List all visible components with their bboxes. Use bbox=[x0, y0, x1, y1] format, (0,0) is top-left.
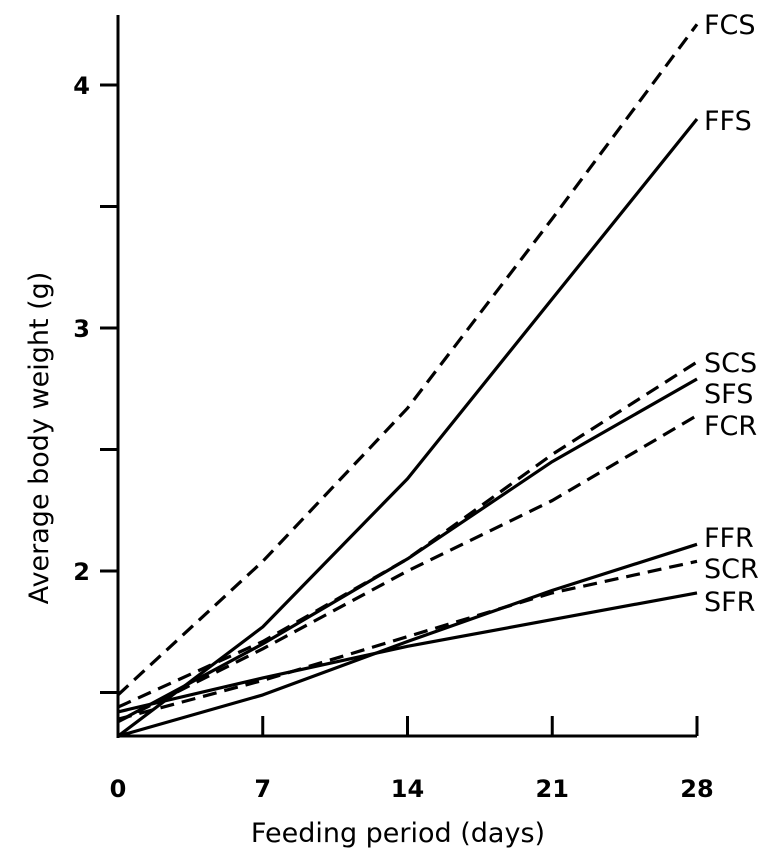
series-line-ffr bbox=[117, 542, 698, 738]
series-line-scs bbox=[117, 360, 698, 709]
series-label-ffs: FFS bbox=[704, 106, 752, 137]
y-axis-label: Average body weight (g) bbox=[24, 272, 55, 605]
axes bbox=[116, 15, 697, 738]
series-label-fcr: FCR bbox=[704, 411, 757, 442]
series-label-fcs: FCS bbox=[704, 10, 756, 41]
series-label-scs: SCS bbox=[704, 348, 757, 379]
series-label-sfs: SFS bbox=[704, 379, 753, 410]
y-tick-label: 2 bbox=[73, 558, 90, 586]
x-tick-label: 0 bbox=[110, 775, 127, 803]
series-lines bbox=[116, 23, 699, 738]
y-ticks: 2 3 4 bbox=[73, 72, 118, 694]
x-tick-label: 14 bbox=[391, 775, 424, 803]
x-ticks: 0 7 14 21 28 bbox=[110, 716, 714, 803]
series-line-sfr bbox=[117, 591, 698, 714]
series-label-ffr: FFR bbox=[704, 523, 754, 554]
y-tick-label: 4 bbox=[73, 72, 90, 100]
series-line-ffs bbox=[117, 117, 699, 738]
series-line-scr bbox=[117, 559, 698, 721]
series-label-scr: SCR bbox=[704, 554, 759, 585]
series-line-fcs bbox=[116, 23, 699, 697]
x-tick-label: 28 bbox=[680, 775, 713, 803]
x-tick-label: 21 bbox=[536, 775, 569, 803]
series-label-sfr: SFR bbox=[704, 587, 755, 618]
x-axis-label: Feeding period (days) bbox=[251, 818, 545, 849]
y-tick-label: 3 bbox=[73, 315, 90, 343]
series-line-sfs bbox=[117, 377, 698, 724]
x-tick-label: 7 bbox=[254, 775, 271, 803]
